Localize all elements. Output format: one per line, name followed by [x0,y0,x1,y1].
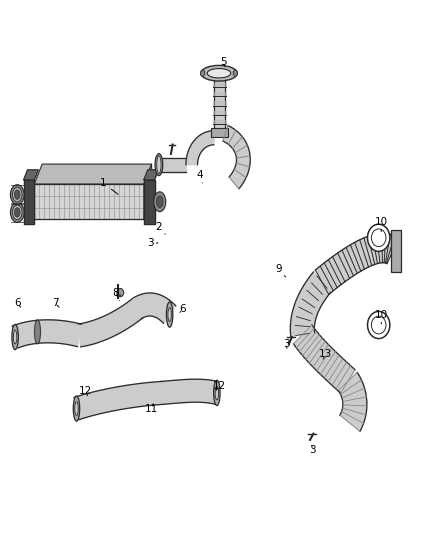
Circle shape [367,311,390,338]
Text: 10: 10 [374,310,388,324]
Ellipse shape [14,330,17,344]
Ellipse shape [12,325,18,350]
Ellipse shape [201,66,237,81]
Polygon shape [223,125,250,189]
Ellipse shape [168,308,171,321]
Ellipse shape [214,380,220,406]
Ellipse shape [73,396,80,421]
Ellipse shape [75,402,78,415]
FancyBboxPatch shape [391,230,401,272]
Ellipse shape [156,196,163,207]
Polygon shape [144,164,152,220]
Polygon shape [144,180,155,224]
Ellipse shape [35,320,40,344]
Polygon shape [293,325,355,393]
Text: 11: 11 [145,403,158,414]
Text: 12: 12 [212,381,226,391]
Ellipse shape [215,386,219,400]
Polygon shape [12,320,81,348]
FancyBboxPatch shape [211,127,228,137]
Ellipse shape [157,156,161,174]
Polygon shape [213,101,226,106]
Text: 3: 3 [283,339,290,349]
Polygon shape [213,92,226,96]
Text: 7: 7 [52,298,59,308]
Ellipse shape [201,70,205,76]
Ellipse shape [13,187,22,202]
Polygon shape [186,131,214,165]
Text: 13: 13 [319,349,332,359]
Polygon shape [315,233,399,294]
Ellipse shape [154,192,166,212]
Text: 3: 3 [147,238,158,248]
Text: 9: 9 [275,264,286,277]
Text: 6: 6 [179,304,186,314]
Ellipse shape [233,70,237,76]
Polygon shape [24,180,35,224]
Polygon shape [213,120,226,124]
Ellipse shape [14,208,20,217]
Text: 2: 2 [155,222,166,234]
Circle shape [367,224,390,252]
Ellipse shape [155,154,163,175]
Ellipse shape [11,185,24,205]
Polygon shape [78,298,143,347]
Polygon shape [35,164,152,184]
Polygon shape [159,158,186,172]
Circle shape [371,229,386,247]
Ellipse shape [11,203,24,222]
Text: 12: 12 [78,386,92,396]
Ellipse shape [166,302,173,327]
Text: 6: 6 [14,298,21,308]
Circle shape [371,316,386,334]
Circle shape [117,288,124,297]
Text: 4: 4 [196,170,203,183]
Polygon shape [35,184,144,220]
Ellipse shape [207,69,231,78]
Polygon shape [24,170,38,180]
Polygon shape [74,382,163,419]
Text: 3: 3 [309,446,316,455]
Polygon shape [213,83,226,87]
Text: 8: 8 [112,288,120,301]
Ellipse shape [13,205,22,220]
Polygon shape [290,272,331,336]
Ellipse shape [14,190,20,199]
Text: 5: 5 [220,56,226,67]
Text: 1: 1 [100,178,118,195]
Text: 10: 10 [374,217,388,231]
Polygon shape [133,293,176,324]
Polygon shape [338,373,367,431]
Polygon shape [162,379,219,405]
Polygon shape [144,170,159,180]
Polygon shape [214,78,226,131]
Polygon shape [213,111,226,115]
